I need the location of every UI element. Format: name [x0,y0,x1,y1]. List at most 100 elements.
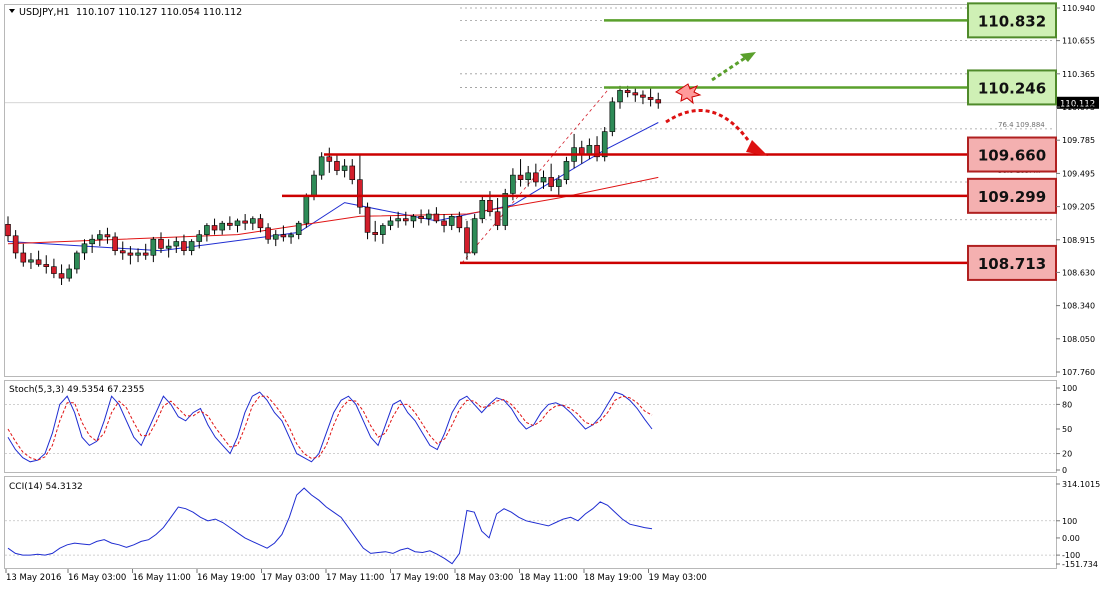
candle-body [20,252,27,263]
candle-body [540,177,547,183]
candle-body [311,174,317,197]
time-tick-label: 17 May 19:00 [391,573,449,583]
cci-indicator: 314.1015 100 0.00 -100-151.734 [5,480,1100,569]
forecast-arrows [665,52,768,156]
level-label: 109.660 [978,147,1046,165]
candle-body [624,90,631,94]
price-tick-label: 108.340 [1062,302,1095,311]
candle [433,207,440,224]
candlesticks [5,85,662,286]
level-box: 110.832 [967,2,1057,39]
candle-body [555,179,562,187]
candle [655,92,662,109]
candle [51,258,57,279]
bearish-arrow [665,108,750,141]
candle-body [158,238,164,249]
candle [119,241,126,260]
menu-triangle-icon[interactable] [9,9,15,13]
stoch-tick-label: 50 [1062,425,1072,434]
current-price-label: 110.112 [1060,99,1095,109]
candle [28,252,34,269]
candle [494,198,501,231]
candle [380,223,386,244]
level-box-rect [967,244,1057,281]
price-tick-label: 109.495 [1062,169,1095,178]
candle-body [364,206,371,233]
candle [402,211,409,226]
time-tick-label: 17 May 03:00 [262,573,320,583]
candle [548,163,554,192]
candle-body [12,235,19,254]
candle-body [272,234,279,240]
price-tick-label: 109.205 [1062,203,1095,212]
time-tick-label: 18 May 11:00 [520,573,578,583]
time-axis: 13 May 2016 16 May 03:00 16 May 11:00 16 Ma… [5,569,707,583]
level-label: 109.299 [978,188,1046,206]
candle-body [318,156,325,176]
candle [181,234,187,256]
candle-body [479,200,486,219]
stoch-tick-label: 0 [1062,466,1067,475]
candle [341,159,348,178]
candle [418,209,424,224]
candle [395,211,401,228]
ohlc-values: 110.107 110.127 110.054 110.112 [76,7,242,18]
candle [58,264,65,286]
candle-body [609,101,616,132]
candle-body [142,252,149,256]
candle-body [127,252,134,256]
candle-body [441,220,447,226]
candle-body [494,211,501,226]
candle [357,154,363,215]
candle-body [464,227,470,254]
candle-body [227,222,233,226]
candle-body [548,177,554,187]
candle-body [357,179,363,208]
candle [617,85,623,109]
candle [540,170,547,189]
candle-body [150,238,157,256]
price-tick-label: 109.785 [1062,136,1095,145]
candle [647,88,654,107]
candle [471,214,478,256]
candle [288,232,294,244]
candle [594,136,600,162]
price-tick-label: 108.050 [1062,335,1095,344]
candle [5,216,11,242]
candle-body [517,174,524,180]
candle [97,230,103,247]
candle-body [341,165,348,171]
candle-body [456,216,463,229]
candle-body [81,243,88,254]
level-label: 108.713 [978,255,1046,273]
candle [234,218,241,233]
candle [135,248,141,263]
candle [448,214,455,231]
candle [242,214,248,231]
cci-tick-label: 100 [1062,517,1077,526]
price-tick-label: 108.630 [1062,268,1095,277]
candle [74,250,80,274]
candle [81,239,88,260]
candle [441,214,447,233]
candle [632,88,639,102]
cci-tick-label: 0.00 [1062,534,1080,543]
candle-body [204,225,210,235]
candle-body [181,241,187,251]
candle-body [242,220,248,224]
candle [387,216,394,231]
candle-body [402,218,409,222]
candle-body [533,172,539,183]
candle-body [387,220,394,226]
candle-body [265,227,271,240]
candle-body [35,259,42,265]
stoch-main-line [7,391,653,463]
candle-body [410,216,417,222]
bullish-arrowhead [740,52,756,62]
candle-body [257,218,264,229]
candle-body [510,174,516,194]
stochastic-oscillator: 100 80 50 20 0 [5,384,1077,475]
candle-body [219,222,225,231]
candle-body [586,145,593,155]
